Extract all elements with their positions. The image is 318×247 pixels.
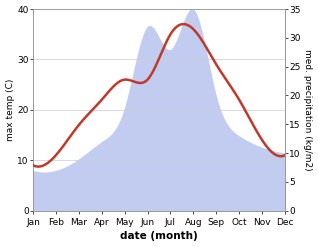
X-axis label: date (month): date (month) [120, 231, 198, 242]
Y-axis label: med. precipitation (kg/m2): med. precipitation (kg/m2) [303, 49, 313, 171]
Y-axis label: max temp (C): max temp (C) [5, 79, 15, 141]
